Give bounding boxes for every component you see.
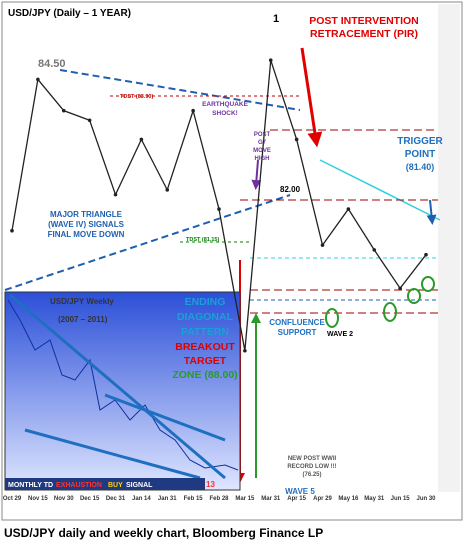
- annotation: NEW POST WWII: [288, 456, 337, 462]
- price-point: [217, 207, 221, 211]
- x-tick-label: Jan 31: [158, 496, 177, 502]
- annotation: RECORD LOW !!!: [287, 464, 336, 470]
- annotation: G7: [258, 140, 267, 146]
- arrow: [300, 47, 323, 148]
- price-point: [87, 118, 92, 123]
- x-tick-label: Apr 29: [313, 496, 332, 502]
- annotation: SUPPORT: [278, 328, 317, 337]
- annotation: (76.25): [302, 472, 321, 478]
- x-tick-label: Dec 15: [80, 496, 100, 502]
- annotation: MAJOR TRIANGLE: [50, 210, 123, 219]
- circle: [421, 276, 435, 292]
- price-point: [398, 286, 402, 291]
- annotation: 13: [206, 480, 215, 489]
- caption: USD/JPY daily and weekly chart, Bloomber…: [4, 526, 323, 540]
- x-tick-label: Apr 15: [287, 496, 306, 502]
- annotation: TRIGGER: [397, 136, 443, 147]
- annotation: ENDING: [185, 296, 226, 308]
- price-point: [165, 188, 170, 192]
- triangle-top: [59, 69, 301, 111]
- price-point: [191, 108, 195, 113]
- arrow: [251, 159, 262, 190]
- x-tick-label: Oct 29: [3, 496, 22, 502]
- price-point: [10, 228, 14, 233]
- price-point: [61, 108, 66, 113]
- x-tick-label: Nov 15: [28, 496, 48, 502]
- circle: [325, 308, 339, 328]
- annotation: (WAVE IV) SIGNALS: [48, 220, 125, 229]
- price-point: [139, 137, 144, 142]
- annotation: TARGET: [184, 355, 227, 367]
- annotation: POST INTERVENTION: [309, 15, 419, 27]
- x-tick-label: Feb 15: [184, 496, 204, 502]
- annotation: 82.00: [280, 185, 301, 194]
- price-point: [320, 243, 325, 247]
- x-tick-label: Nov 30: [54, 496, 74, 502]
- annotation: (2007 – 2011): [58, 315, 108, 324]
- x-tick-label: Jun 30: [416, 496, 436, 502]
- annotation: BREAKOUT: [175, 341, 235, 353]
- annotation: PATTERN: [181, 326, 229, 338]
- resistance-line: [319, 159, 441, 221]
- x-tick-label: May 16: [338, 496, 359, 502]
- x-tick-label: Mar 31: [261, 496, 281, 502]
- signal-box: [5, 478, 205, 490]
- price-point: [113, 192, 118, 197]
- x-tick-label: Feb 28: [209, 496, 229, 502]
- annotation: EXHAUSTION: [56, 482, 102, 489]
- annotation: MONTHLY TD: [8, 482, 53, 489]
- arrow: [426, 199, 437, 225]
- annotation: MOVE: [253, 148, 271, 154]
- x-tick-label: Jun 15: [391, 496, 411, 502]
- annotation: HIGH: [255, 156, 270, 162]
- price-point: [294, 137, 299, 142]
- inset-trend: [24, 428, 201, 480]
- annotation: ZONE (88.00): [172, 369, 237, 381]
- annotation: 1: [273, 13, 279, 25]
- annotation: WAVE 5: [285, 487, 315, 496]
- inset: [4, 291, 241, 491]
- annotation: USD/JPY Weekly: [50, 297, 114, 306]
- x-tick-label: Jan 14: [132, 496, 151, 502]
- inset-trend: [9, 293, 226, 480]
- annotation: CONFLUENCE: [269, 318, 325, 327]
- annotation: RETRACEMENT (PIR): [310, 28, 418, 40]
- annotation: TDST (81.15): [186, 237, 219, 243]
- annotation: POINT: [405, 149, 436, 160]
- annotation: TDST (83.90): [120, 94, 153, 100]
- annotation: POST: [254, 132, 271, 138]
- annotation: SIGNAL: [126, 482, 153, 489]
- price-point: [372, 248, 377, 252]
- annotation: 84.50: [38, 58, 66, 70]
- price-point: [36, 77, 40, 82]
- circle: [383, 302, 397, 322]
- x-tick-label: May 31: [364, 496, 385, 502]
- annotation: DIAGONAL: [177, 311, 234, 323]
- x-tick-label: Dec 31: [106, 496, 126, 502]
- price-point: [346, 207, 351, 211]
- triangle-bottom: [4, 194, 291, 291]
- inset-trend: [104, 393, 226, 442]
- annotation: EARTHQUAKE: [202, 101, 249, 108]
- annotation: SHOCK!: [212, 110, 238, 117]
- annotation: BUY: [108, 482, 123, 489]
- price-point: [268, 58, 273, 63]
- x-tick-label: Mar 15: [235, 496, 255, 502]
- circle: [407, 288, 421, 304]
- price-axis: [438, 4, 460, 492]
- annotation: WAVE 2: [327, 331, 353, 338]
- price-point: [243, 348, 247, 353]
- annotation: (81.40): [406, 162, 435, 172]
- chart-title: USD/JPY (Daily – 1 YEAR): [8, 8, 131, 19]
- annotation: FINAL MOVE DOWN: [48, 230, 125, 239]
- price-point: [424, 252, 428, 257]
